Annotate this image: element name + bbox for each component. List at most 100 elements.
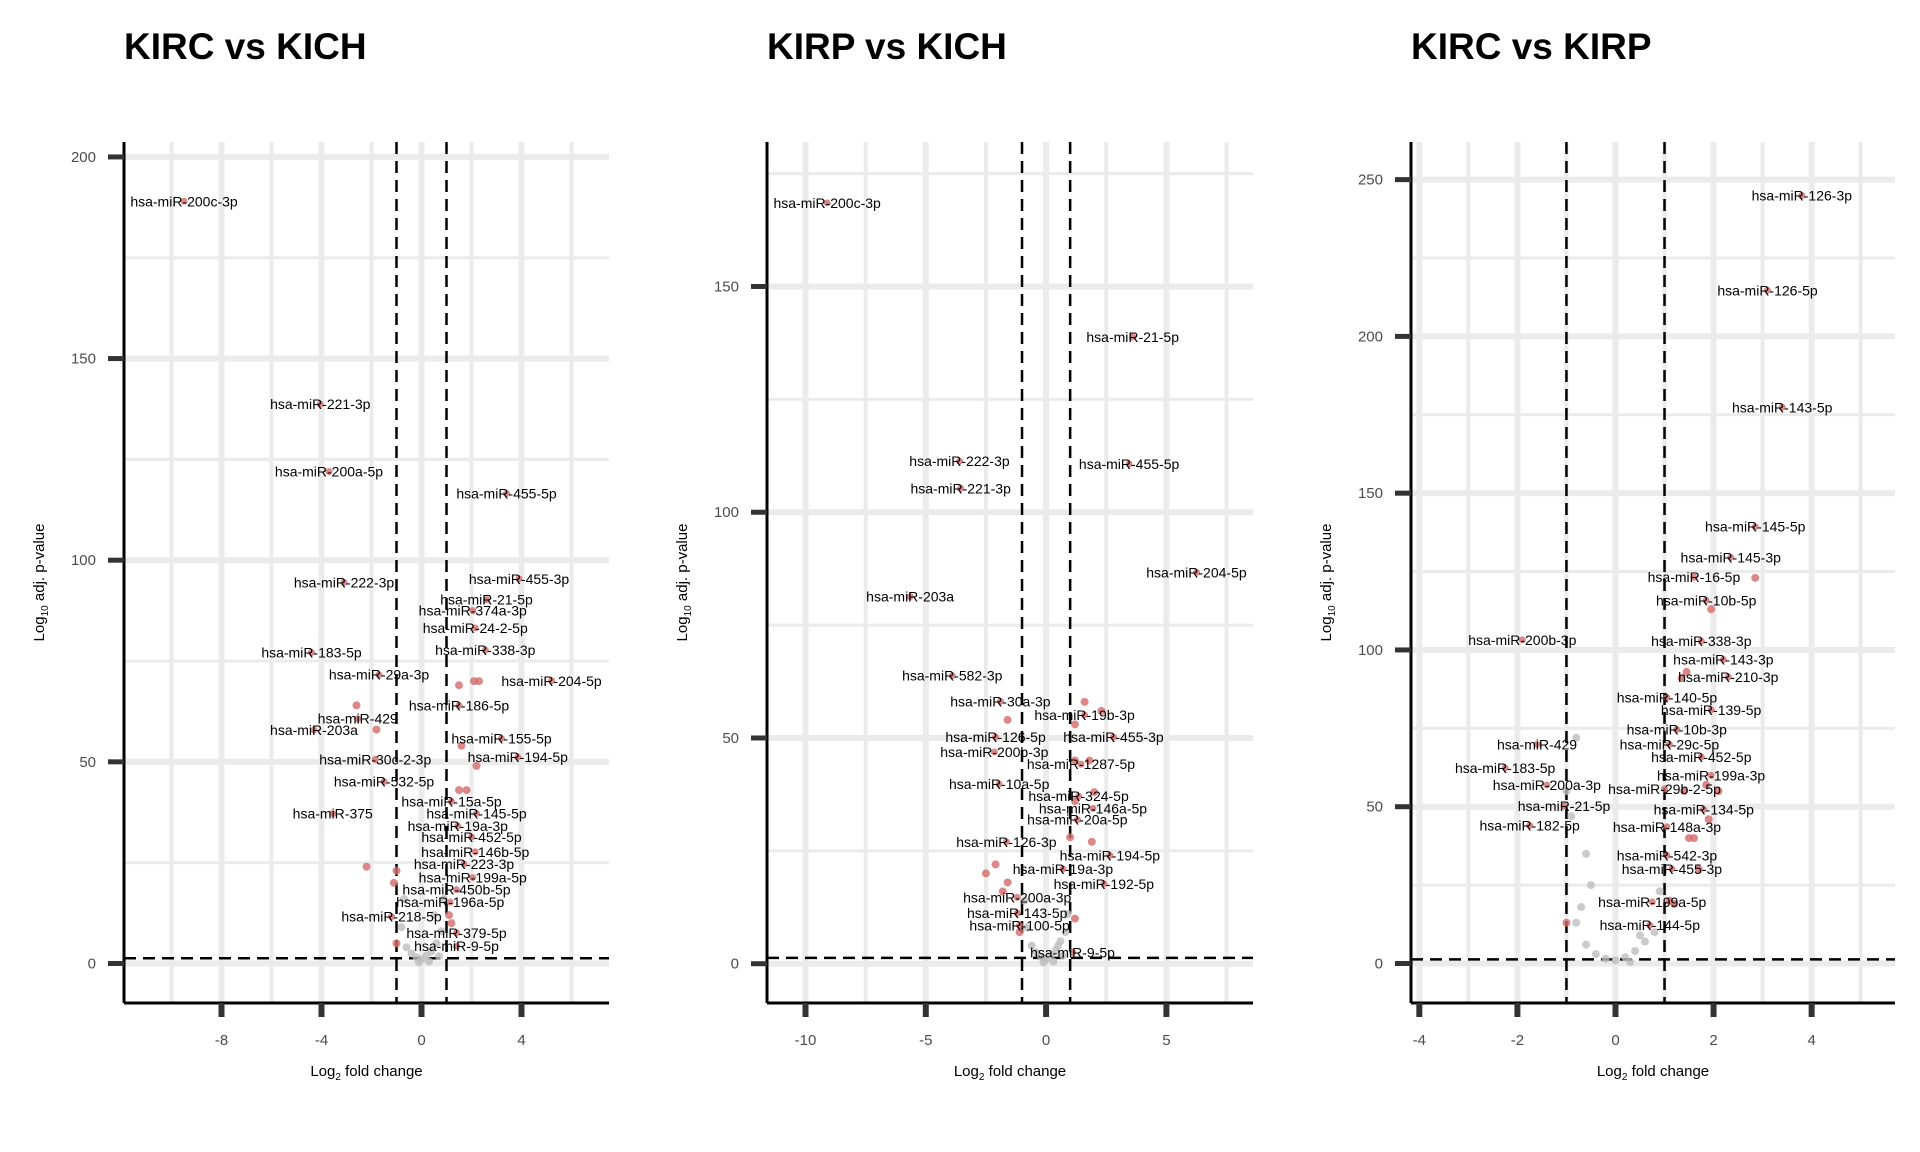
significant-point bbox=[1764, 286, 1772, 294]
significant-point bbox=[1707, 771, 1715, 779]
panel-1: KIRC vs KICH hsa-miR-200c-3p hsa-miR-221-3… bbox=[31, 26, 609, 1083]
gene-label: hsa-miR-30a-3p bbox=[950, 693, 1051, 709]
significant-point bbox=[1646, 921, 1654, 929]
significant-point bbox=[453, 929, 460, 937]
gene-label: hsa-miR-455-5p bbox=[456, 486, 557, 502]
significant-point bbox=[1125, 460, 1133, 468]
significant-point bbox=[1070, 756, 1079, 765]
significant-point bbox=[180, 197, 188, 205]
nonsignificant-point bbox=[1567, 812, 1576, 821]
significant-point bbox=[392, 939, 401, 948]
significant-point bbox=[481, 646, 489, 654]
y-tick-label: 0 bbox=[1375, 955, 1383, 972]
x-tick-label: -4 bbox=[315, 1032, 328, 1049]
significant-point bbox=[469, 607, 477, 615]
nonsignificant-point bbox=[425, 957, 433, 966]
gene-label: hsa-miR-204-5p bbox=[1146, 564, 1247, 580]
nonsignificant-point bbox=[1655, 887, 1664, 896]
gene-label: hsa-miR-218-5p bbox=[341, 909, 442, 925]
gene-label: hsa-miR-134-5p bbox=[1654, 802, 1755, 818]
gene-label: hsa-miR-542-3p bbox=[1617, 847, 1718, 863]
significant-point bbox=[1663, 823, 1671, 831]
significant-point bbox=[1751, 523, 1759, 531]
gene-label: hsa-miR-146b-5p bbox=[421, 844, 529, 860]
nonsignificant-point bbox=[440, 894, 448, 903]
x-tick-label: 0 bbox=[417, 1032, 425, 1049]
significant-point bbox=[390, 878, 398, 887]
gene-label: hsa-miR-200a-3p bbox=[1493, 777, 1601, 793]
significant-point bbox=[1003, 715, 1012, 724]
significant-point bbox=[1081, 711, 1089, 719]
significant-point bbox=[329, 809, 337, 817]
gene-label: hsa-miR-194-5p bbox=[468, 749, 569, 765]
significant-point bbox=[472, 761, 481, 770]
nonsignificant-point bbox=[1032, 948, 1041, 957]
nonsignificant-point bbox=[397, 923, 406, 932]
gene-label: hsa-miR-16-5p bbox=[1648, 569, 1741, 585]
significant-point bbox=[1689, 834, 1698, 843]
gene-label: hsa-miR-183-5p bbox=[1455, 760, 1556, 776]
gene-label: hsa-miR-29c-5p bbox=[1620, 736, 1720, 752]
gene-label: hsa-miR-203a bbox=[866, 589, 954, 605]
gene-label: hsa-miR-9-5p bbox=[414, 938, 499, 954]
significant-point bbox=[380, 778, 388, 786]
significant-point bbox=[1670, 899, 1679, 908]
significant-point bbox=[454, 822, 462, 830]
significant-point bbox=[998, 887, 1007, 896]
gene-label: hsa-miR-148a-3p bbox=[1613, 819, 1721, 835]
gene-label: hsa-miR-203a bbox=[270, 722, 358, 738]
significant-point bbox=[375, 671, 383, 679]
significant-point bbox=[1077, 760, 1085, 768]
gene-label: hsa-miR-199a-3p bbox=[1657, 767, 1765, 783]
significant-point bbox=[1724, 673, 1732, 681]
significant-point bbox=[455, 786, 463, 795]
significant-point bbox=[1697, 637, 1705, 645]
nonsignificant-point bbox=[435, 952, 443, 961]
nonsignificant-point bbox=[1562, 787, 1571, 796]
significant-point bbox=[1002, 838, 1010, 846]
gene-label: hsa-miR-139-5p bbox=[1661, 702, 1762, 718]
gene-label: hsa-miR-194-5p bbox=[1060, 847, 1161, 863]
significant-point bbox=[515, 575, 523, 583]
gene-label: hsa-miR-379-5p bbox=[406, 925, 507, 941]
significant-point bbox=[503, 490, 510, 498]
x-tick-label: 5 bbox=[1162, 1032, 1170, 1049]
y-tick-label: 0 bbox=[731, 956, 739, 973]
nonsignificant-point bbox=[430, 911, 438, 920]
gene-label: hsa-miR-15a-5p bbox=[401, 793, 502, 809]
nonsignificant-point bbox=[1650, 928, 1659, 937]
y-tick-label: 100 bbox=[1358, 642, 1383, 659]
nonsignificant-point bbox=[1577, 903, 1586, 912]
panel-2: KIRP vs KICH hsa-miR-200c-3p hsa-miR-21-5p… bbox=[674, 26, 1253, 1083]
significant-point bbox=[1673, 726, 1681, 734]
gene-label: hsa-miR-145-5p bbox=[1705, 519, 1806, 535]
significant-point bbox=[1013, 893, 1021, 901]
significant-point bbox=[469, 874, 477, 882]
gene-label: hsa-miR-338-3p bbox=[1651, 633, 1752, 649]
gene-label: hsa-miR-200a-3p bbox=[963, 889, 1071, 905]
gene-label: hsa-miR-338-3p bbox=[435, 642, 536, 658]
significant-point bbox=[1560, 802, 1568, 810]
chart-title: KIRC vs KIRP bbox=[1411, 26, 1652, 67]
gene-label: hsa-miR-21-5p bbox=[1086, 329, 1179, 345]
y-tick-label: 50 bbox=[79, 754, 96, 771]
significant-point bbox=[823, 199, 831, 207]
gene-label: hsa-miR-429 bbox=[318, 711, 398, 727]
gene-label: hsa-miR-221-3p bbox=[270, 396, 371, 412]
significant-point bbox=[446, 898, 454, 906]
gene-label: hsa-miR-21-5p bbox=[440, 592, 533, 608]
significant-point bbox=[468, 833, 475, 841]
significant-point bbox=[1100, 880, 1108, 888]
gene-label: hsa-miR-455-3p bbox=[1622, 861, 1723, 877]
gene-label: hsa-miR-532-5p bbox=[334, 774, 435, 790]
significant-point bbox=[1697, 753, 1705, 761]
nonsignificant-point bbox=[1591, 950, 1600, 959]
gene-label: hsa-miR-143-5p bbox=[967, 905, 1068, 921]
gene-label: hsa-miR-143-5p bbox=[1732, 399, 1833, 415]
y-tick-label: 100 bbox=[71, 552, 96, 569]
significant-point bbox=[457, 741, 466, 750]
significant-point bbox=[548, 677, 555, 685]
significant-point bbox=[1016, 921, 1024, 929]
significant-point bbox=[460, 860, 468, 868]
